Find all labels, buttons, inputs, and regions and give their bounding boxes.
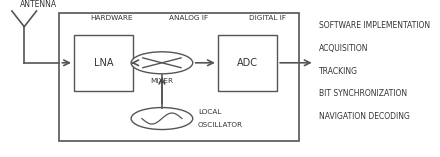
- Text: LOCAL: LOCAL: [198, 109, 221, 115]
- Text: ADC: ADC: [237, 58, 258, 68]
- Text: LNA: LNA: [94, 58, 114, 68]
- Bar: [74, 35, 133, 91]
- Circle shape: [131, 108, 193, 130]
- Text: HARDWARE: HARDWARE: [90, 15, 133, 21]
- Text: MIXER: MIXER: [150, 78, 173, 84]
- Text: NAVIGATION DECODING: NAVIGATION DECODING: [319, 112, 410, 121]
- Circle shape: [131, 52, 193, 74]
- Text: DIGITAL IF: DIGITAL IF: [249, 15, 286, 21]
- Text: BIT SYNCHRONIZATION: BIT SYNCHRONIZATION: [319, 89, 407, 98]
- Text: ACQUISITION: ACQUISITION: [319, 44, 369, 53]
- Bar: [218, 35, 277, 91]
- Text: ANALOG IF: ANALOG IF: [169, 15, 209, 21]
- Text: ANTENNA: ANTENNA: [20, 0, 57, 9]
- Text: OSCILLATOR: OSCILLATOR: [198, 122, 243, 128]
- Text: SOFTWARE IMPLEMENTATION: SOFTWARE IMPLEMENTATION: [319, 21, 430, 30]
- Bar: [59, 13, 299, 141]
- Text: TRACKING: TRACKING: [319, 67, 358, 76]
